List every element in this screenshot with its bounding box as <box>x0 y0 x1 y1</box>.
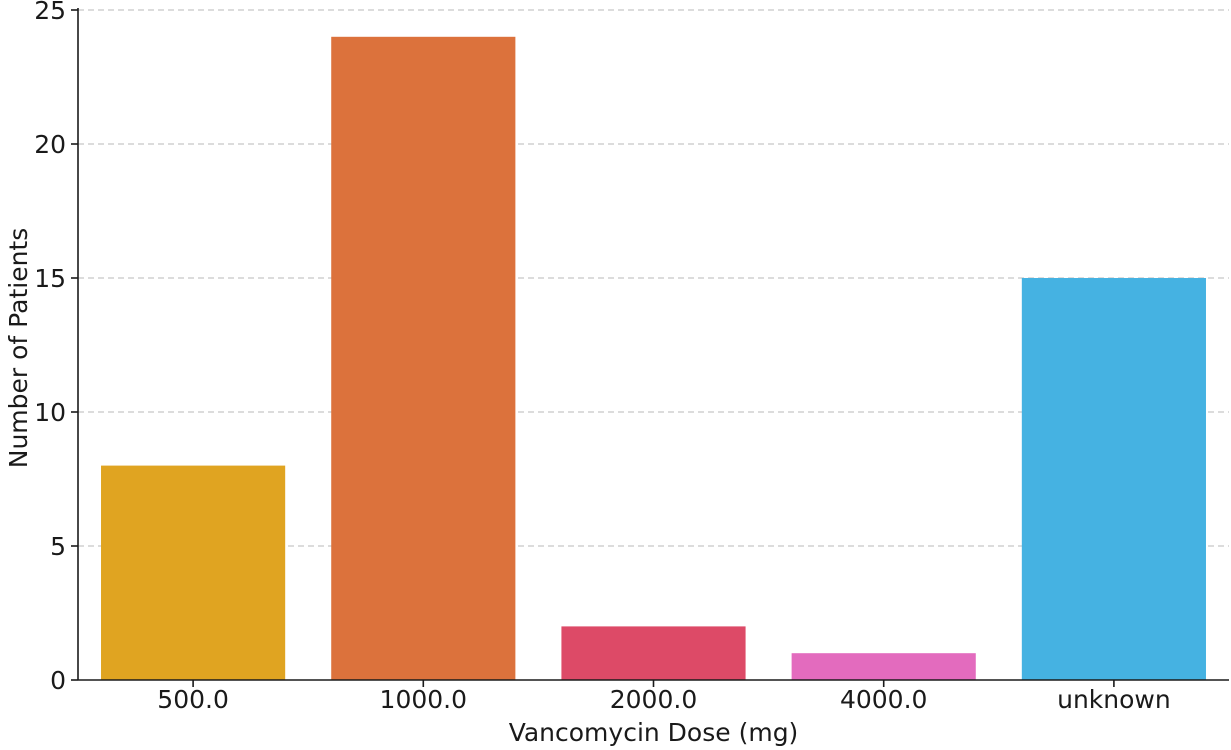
x-tick-label: unknown <box>1057 685 1171 714</box>
x-tick-label: 4000.0 <box>840 685 927 714</box>
y-axis-label: Number of Patients <box>4 228 33 469</box>
y-tick-label: 0 <box>50 666 66 695</box>
x-tick-label: 2000.0 <box>610 685 697 714</box>
y-tick-label: 5 <box>50 532 66 561</box>
x-ticks: 500.0 1000.0 2000.0 4000.0 unknown <box>157 680 1171 714</box>
x-tick-label: 500.0 <box>157 685 229 714</box>
bar-1000-0 <box>331 36 516 681</box>
x-tick-label: 1000.0 <box>380 685 467 714</box>
bars <box>101 36 1206 681</box>
x-axis-label: Vancomycin Dose (mg) <box>509 718 799 747</box>
y-tick-label: 15 <box>34 264 66 293</box>
bar-500-0 <box>101 465 286 680</box>
y-tick-label: 10 <box>34 398 66 427</box>
y-ticks: 0 5 10 15 20 25 <box>34 0 78 695</box>
bar-4000-0 <box>791 653 976 680</box>
y-tick-label: 25 <box>34 0 66 25</box>
y-tick-label: 20 <box>34 130 66 159</box>
bar-2000-0 <box>561 626 746 680</box>
bar-unknown <box>1021 278 1206 680</box>
